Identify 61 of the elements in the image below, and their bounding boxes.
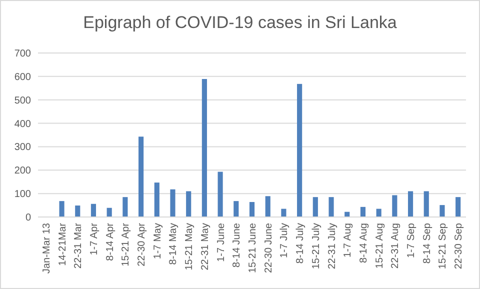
x-tick-label: 8-14 June (232, 222, 243, 268)
x-tick-label: 1-7 May (152, 223, 164, 260)
chart-title: Epigraph of COVID-19 cases in Sri Lanka (83, 13, 398, 32)
x-tick-label: 15-21 Apr (120, 222, 132, 266)
x-tick-label: 1-7 July (279, 223, 290, 258)
bar (456, 197, 461, 217)
bar (328, 197, 334, 217)
bar (218, 172, 223, 217)
x-tick-label: 8-14 July (295, 223, 306, 264)
bar (265, 196, 270, 217)
x-tick-label: 8-14 May (168, 223, 180, 265)
x-tick-label: 15-21 May (184, 223, 196, 270)
bar (249, 202, 255, 217)
bar (234, 201, 239, 217)
y-tick-label: 100 (14, 189, 32, 200)
bar (106, 208, 112, 217)
bar (376, 208, 382, 217)
y-tick-label: 600 (14, 72, 32, 83)
x-tick-label: 15-21 Aug (374, 223, 386, 269)
bar (170, 189, 176, 217)
bar (408, 191, 414, 217)
y-tick-label: 400 (14, 118, 32, 130)
x-tick-label: 1-7 Apr (88, 222, 100, 256)
bar (59, 201, 64, 217)
x-tick-label: 8-14 Sep (422, 222, 433, 264)
x-tick-label: 22-30 Apr (136, 222, 148, 266)
bar (122, 197, 128, 217)
x-tick-label: 1-7 Aug (342, 223, 354, 258)
y-tick-label: 200 (14, 166, 32, 177)
bar (392, 195, 398, 217)
bar (138, 136, 144, 217)
bar (202, 79, 207, 217)
x-tick-label: 22-30 Sep (454, 222, 465, 270)
bar (297, 84, 302, 217)
bar (440, 205, 445, 217)
bar (281, 208, 286, 217)
bar (186, 191, 192, 217)
x-tick-label: 8-14 Apr (104, 222, 116, 261)
bar (312, 197, 318, 217)
x-tick-label: 8-14 Aug (358, 223, 370, 264)
x-tick-label: 22-30 June (263, 222, 274, 274)
y-tick-label: 0 (25, 212, 32, 224)
bar (360, 206, 366, 217)
y-tick-label: 700 (14, 48, 32, 60)
bar (154, 182, 160, 217)
y-tick-label: 500 (14, 95, 32, 106)
x-tick-label: 22-31 Mar (73, 222, 84, 269)
bar (90, 204, 96, 217)
x-tick-label: 15-21 Sep (438, 222, 449, 270)
x-tick-label: 14-21Mar (57, 222, 68, 266)
bar (424, 191, 429, 217)
x-tick-label: 1-7 Sep (406, 222, 418, 258)
x-tick-label: 1-7 June (216, 222, 227, 262)
x-tick-label: 15-21 June (248, 222, 258, 274)
y-tick-label: 300 (14, 142, 32, 154)
x-tick-label: 22-31 Aug (390, 223, 402, 269)
bar (75, 206, 80, 217)
x-tick-label: 15-21 July (310, 223, 322, 270)
x-tick-label: 22-31 July (326, 223, 338, 270)
x-tick-label: Jan-Mar 13 (41, 222, 52, 274)
x-tick-label: 22-31 May (200, 223, 211, 270)
